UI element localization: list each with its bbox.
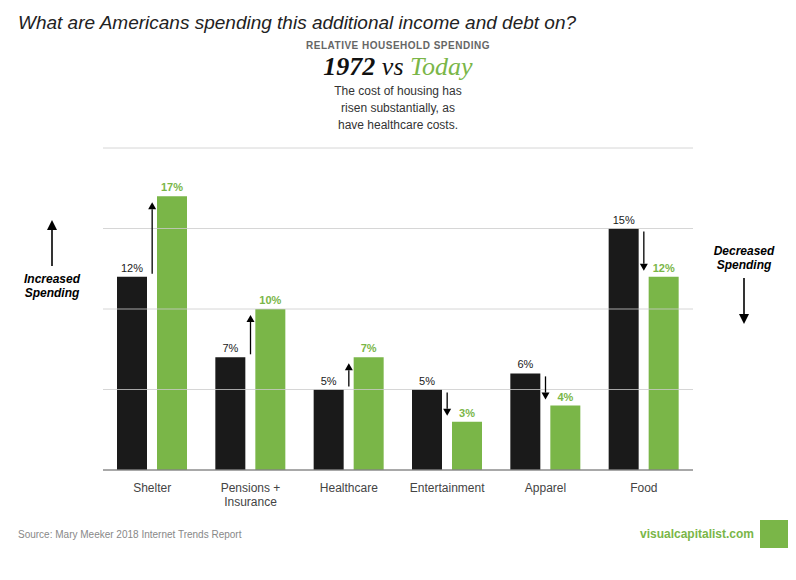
html-text:The cost of housing has risen: The cost of housing has risen substantia… <box>334 84 462 132</box>
html-text:RELATIVE HOUSEHOLD SPENDING: RELATIVE HOUSEHOLD SPENDING <box>306 40 490 51</box>
html-text:1972 vs Today: 1972 vs Today <box>323 52 473 81</box>
svg-text:Food: Food <box>630 481 657 495</box>
svg-text:12%: 12% <box>653 262 675 274</box>
svg-text:12%: 12% <box>121 262 143 274</box>
svg-text:Pensions +Insurance: Pensions +Insurance <box>221 481 281 509</box>
svg-text:Shelter: Shelter <box>133 481 171 495</box>
html-text:Source: Mary Meeker 2018 Inter: Source: Mary Meeker 2018 Internet Trends… <box>18 528 242 540</box>
svg-text:4%: 4% <box>557 391 573 403</box>
svg-text:17%: 17% <box>161 181 183 193</box>
svg-text:6%: 6% <box>517 358 533 370</box>
svg-text:Entertainment: Entertainment <box>410 481 485 495</box>
svg-text:3%: 3% <box>459 407 475 419</box>
html-text:visualcapitalist.com: visualcapitalist.com <box>640 527 754 541</box>
html-text:Decreased Spending: Decreased Spending <box>713 244 775 272</box>
html-text:What are Americans spending th: What are Americans spending this additio… <box>18 12 576 33</box>
svg-text:7%: 7% <box>361 342 377 354</box>
svg-text:10%: 10% <box>259 294 281 306</box>
svg-text:7%: 7% <box>222 342 238 354</box>
svg-text:15%: 15% <box>613 214 635 226</box>
svg-text:Healthcare: Healthcare <box>320 481 378 495</box>
svg-text:5%: 5% <box>321 375 337 387</box>
svg-text:5%: 5% <box>419 375 435 387</box>
html-text:Increased Spending: Increased Spending <box>24 272 80 300</box>
svg-text:Apparel: Apparel <box>525 481 566 495</box>
